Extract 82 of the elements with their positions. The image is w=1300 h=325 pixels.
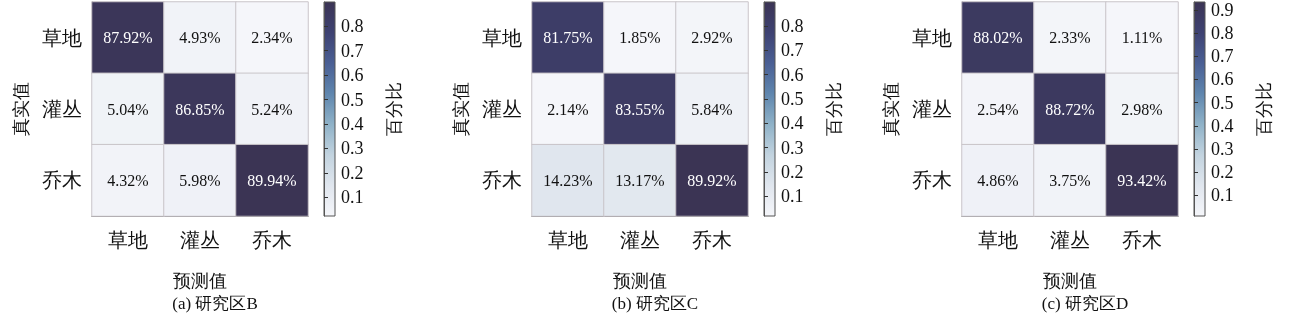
color-bar-title: 百分比 <box>824 82 844 136</box>
color-bar-label: 0.4 <box>781 113 804 134</box>
y-axis-title: 真实值 <box>451 82 471 136</box>
text: (c) 研究区D <box>1041 294 1129 313</box>
data-label: 5.84% <box>691 100 733 118</box>
data-label: 5.24% <box>251 100 293 118</box>
color-bar-label: 0.7 <box>341 40 364 61</box>
data-label: 4.86% <box>977 171 1019 189</box>
data-label: 5.98% <box>179 171 221 189</box>
data-label: 4.32% <box>107 171 149 189</box>
y-axis-title: 真实值 <box>881 82 901 136</box>
y-tick-label: 乔木 <box>42 169 82 192</box>
color-bar-label: 0.9 <box>1211 0 1234 20</box>
color-bar-label: 0.3 <box>1211 139 1234 160</box>
x-tick-label: 乔木 <box>692 229 732 251</box>
y-tick-label: 乔木 <box>912 169 952 192</box>
data-label: 88.02% <box>973 29 1023 47</box>
data-label: 3.75% <box>1049 171 1091 189</box>
data-label: 4.93% <box>179 29 221 47</box>
color-bar-label: 0.6 <box>781 64 804 85</box>
x-tick-label: 草地 <box>978 229 1018 251</box>
color-bar-label: 0.8 <box>341 16 364 37</box>
color-bar-label: 0.1 <box>1211 185 1234 206</box>
data-label: 1.85% <box>619 29 661 47</box>
y-axis-title: 真实值 <box>11 82 31 136</box>
color-bar-label: 0.6 <box>1211 69 1234 90</box>
color-bar-label: 0.8 <box>781 16 804 37</box>
data-label: 1.11% <box>1121 29 1163 47</box>
color-bar-label: 0.3 <box>341 138 364 159</box>
data-label: 86.85% <box>175 100 225 118</box>
data-label: 2.14% <box>547 100 589 118</box>
x-tick-label: 乔木 <box>252 229 292 251</box>
color-bar-label: 0.5 <box>341 89 364 110</box>
data-label: 14.23% <box>543 171 593 189</box>
x-tick-label: 灌丛 <box>620 229 660 251</box>
color-bar-label: 0.6 <box>341 65 364 86</box>
data-label: 5.04% <box>107 100 149 118</box>
color-bar-label: 0.4 <box>1211 115 1234 136</box>
y-tick-label: 草地 <box>912 26 952 49</box>
color-bar-label: 0.2 <box>781 161 804 182</box>
data-label: 93.42% <box>1117 171 1167 189</box>
data-label: 2.98% <box>1121 100 1163 118</box>
color-bar-label: 0.5 <box>1211 92 1234 113</box>
y-tick-label: 乔木 <box>482 169 522 192</box>
color-bar-label: 0.3 <box>781 137 804 158</box>
data-label: 87.92% <box>103 29 153 47</box>
text: (a) 研究区B <box>172 294 258 313</box>
color-bar-label: 0.2 <box>341 162 364 183</box>
x-tick-label: 灌丛 <box>1050 229 1090 251</box>
data-label: 89.94% <box>247 171 297 189</box>
color-bar-label: 0.1 <box>341 187 364 208</box>
x-tick-label: 乔木 <box>1122 229 1162 251</box>
data-label: 88.72% <box>1045 100 1095 118</box>
color-bar-label: 0.1 <box>781 186 804 207</box>
x-axis-title: 预测值 <box>1043 271 1097 291</box>
y-tick-label: 灌丛 <box>42 98 82 120</box>
data-label: 2.34% <box>251 29 293 47</box>
x-tick-label: 草地 <box>548 229 588 251</box>
x-tick-label: 灌丛 <box>180 229 220 251</box>
data-label: 81.75% <box>543 29 593 47</box>
color-bar-label: 0.7 <box>781 40 804 61</box>
color-bar-title: 百分比 <box>1254 82 1274 136</box>
color-bar-label: 0.8 <box>1211 23 1234 44</box>
color-bar-label: 0.2 <box>1211 162 1234 183</box>
text: (b) 研究区C <box>611 294 699 313</box>
y-tick-label: 灌丛 <box>912 98 952 120</box>
data-label: 89.92% <box>687 171 737 189</box>
color-bar-label: 0.5 <box>781 89 804 109</box>
data-label: 83.55% <box>615 100 665 118</box>
data-label: 2.54% <box>977 100 1019 118</box>
x-axis-title: 预测值 <box>173 271 227 291</box>
y-tick-label: 草地 <box>482 26 522 49</box>
data-label: 2.92% <box>691 29 733 47</box>
x-axis-title: 预测值 <box>613 271 667 291</box>
color-bar-label: 0.4 <box>341 114 364 134</box>
data-label: 2.33% <box>1049 29 1091 47</box>
data-label: 13.17% <box>615 171 665 189</box>
y-tick-label: 草地 <box>42 26 82 49</box>
y-tick-label: 灌丛 <box>482 98 522 120</box>
color-bar-title: 百分比 <box>384 82 404 136</box>
x-tick-label: 草地 <box>108 229 148 251</box>
color-bar-label: 0.7 <box>1211 46 1234 67</box>
